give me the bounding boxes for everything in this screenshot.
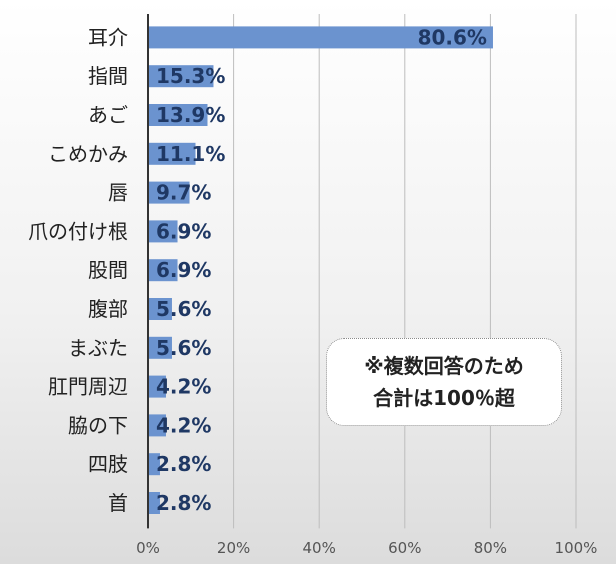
bar <box>148 336 172 359</box>
x-tick-label: 60% <box>388 539 421 557</box>
category-label: 腹部 <box>88 297 128 321</box>
data-label: 5.6% <box>156 297 211 321</box>
bar <box>148 259 178 282</box>
bar <box>148 181 190 204</box>
data-label: 5.6% <box>156 336 211 360</box>
bar <box>148 26 493 49</box>
note-box: ※複数回答のため 合計は100％超 <box>326 338 562 426</box>
data-label: 11.1% <box>156 142 225 166</box>
data-label: 6.9% <box>156 219 211 243</box>
bar <box>148 375 166 398</box>
x-tick-label: 100% <box>555 539 598 557</box>
data-label: 6.9% <box>156 258 211 282</box>
category-label: 四肢 <box>88 452 128 476</box>
category-label: あご <box>88 103 128 127</box>
x-tick-label: 20% <box>217 539 250 557</box>
category-label: 股間 <box>88 258 128 282</box>
data-label: 15.3% <box>156 64 225 88</box>
data-label: 80.6% <box>418 25 487 49</box>
category-label: 肛門周辺 <box>48 375 128 399</box>
data-label: 13.9% <box>156 103 225 127</box>
category-label: 脇の下 <box>68 413 128 437</box>
bar <box>148 104 208 126</box>
category-label: 耳介 <box>88 25 128 49</box>
category-label: 爪の付け根 <box>28 219 128 243</box>
data-label: 2.8% <box>156 491 211 515</box>
data-labels: 80.6% 15.3% 13.9% 11.1% 9.7% 6.9% 6.9% 5.6% 5.6%… <box>156 25 487 515</box>
category-label: 首 <box>108 491 128 515</box>
category-label: 唇 <box>108 181 128 205</box>
bar <box>148 142 196 165</box>
bar <box>148 220 178 243</box>
x-tick-label: 0% <box>136 539 160 557</box>
x-tick-label: 80% <box>474 539 507 557</box>
note-line-1: ※複数回答のため <box>364 354 524 378</box>
bar <box>148 414 166 437</box>
category-label: 指間 <box>88 64 128 88</box>
data-label: 9.7% <box>156 181 211 205</box>
bar <box>148 298 172 320</box>
bar <box>148 492 160 514</box>
bar <box>148 65 214 88</box>
category-label: こめかみ <box>48 142 128 166</box>
data-label: 4.2% <box>156 413 211 437</box>
gridlines <box>233 14 577 529</box>
x-tick-label: 40% <box>303 539 336 557</box>
x-tick-labels: 0% 20% 40% 60% 80% 100% <box>136 539 597 557</box>
note-line-2: 合計は100％超 <box>373 386 515 410</box>
data-label: 4.2% <box>156 375 211 399</box>
data-label: 2.8% <box>156 452 211 476</box>
bars <box>148 26 493 514</box>
category-label: まぶた <box>68 336 128 360</box>
bar <box>148 453 160 476</box>
